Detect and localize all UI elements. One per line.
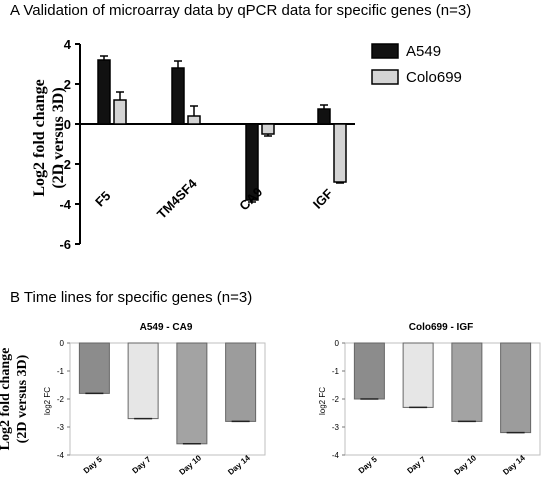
category-label-a549: Day 10	[177, 453, 203, 477]
legend-label-colo699: Colo699	[406, 69, 462, 86]
category-label-a549: Day 14	[226, 453, 252, 477]
category-label-colo699: Day 14	[501, 453, 527, 477]
category-label-a549: Day 7	[130, 454, 153, 475]
bar-a549	[176, 342, 208, 445]
y-tick-label: 4	[64, 37, 72, 52]
y-tick-label-a549: -2	[57, 395, 65, 404]
y-tick-label-colo699: 0	[335, 339, 340, 348]
y-tick-label-colo699: -3	[332, 423, 340, 432]
bar-colo699	[261, 123, 275, 135]
panel-a-title: A Validation of microarray data by qPCR …	[10, 2, 472, 19]
category-label: CA9	[236, 184, 265, 213]
bar-colo699	[500, 342, 532, 434]
a549-ca9-timeline-chart: A549 - CA9 log2 FC 0 -1 -2 -3 -4 Day 5 Day 7 Day …	[43, 322, 266, 477]
category-label-colo699: Day 5	[357, 454, 380, 475]
y-tick-label: -2	[59, 157, 71, 172]
y-tick-label: 0	[64, 117, 71, 132]
y-tick-label-colo699: -4	[332, 451, 340, 460]
bar-colo699	[402, 342, 434, 408]
chart-title-colo699: Colo699 - IGF	[409, 322, 473, 333]
bar-colo699	[187, 115, 201, 125]
bar-colo699	[353, 342, 385, 400]
bar-a549	[317, 108, 331, 125]
colo699-igf-timeline-chart: Colo699 - IGF log2 FC 0 -1 -2 -3 -4 Day 5 Day 7 D…	[318, 322, 541, 477]
y-axis-label-colo699: log2 FC	[318, 387, 327, 415]
y-tick-label-a549: -3	[57, 423, 65, 432]
y-tick-label-colo699: -1	[332, 367, 340, 376]
y-tick-label-colo699: -2	[332, 395, 340, 404]
y-tick-label-a549: -1	[57, 367, 65, 376]
y-tick-label-a549: 0	[60, 339, 65, 348]
bar-colo699	[333, 123, 347, 183]
y-tick-label: 2	[64, 77, 71, 92]
category-label: IGF	[310, 186, 336, 212]
category-label: TM4SF4	[154, 175, 200, 221]
y-tick-label: -6	[59, 237, 71, 252]
panel-b-title: B Time lines for specific genes (n=3)	[10, 289, 253, 306]
chart-title-a549: A549 - CA9	[140, 322, 193, 333]
bar-a549	[97, 59, 111, 125]
bar-a549	[225, 342, 257, 422]
y-tick-label: -4	[59, 197, 71, 212]
bar-a549	[171, 67, 185, 125]
y-tick-label-a549: -4	[57, 451, 65, 460]
category-label: F5	[92, 188, 113, 209]
bar-colo699	[451, 342, 483, 422]
y-axis-label-a549: log2 FC	[43, 387, 52, 415]
category-label-colo699: Day 10	[452, 453, 478, 477]
qpcr-bar-chart: 4 2 0 -2 -4 -6 F5 TM4SF4 CA9 IGF A549 Colo699	[59, 37, 462, 252]
bar-a549	[78, 342, 110, 394]
legend-swatch-colo699	[371, 69, 399, 85]
category-label-colo699: Day 7	[405, 454, 428, 475]
category-label-a549: Day 5	[82, 454, 105, 475]
bar-a549	[127, 342, 159, 420]
legend-label-a549: A549	[406, 43, 441, 60]
legend-swatch-a549	[371, 43, 399, 59]
bar-colo699	[113, 99, 127, 125]
